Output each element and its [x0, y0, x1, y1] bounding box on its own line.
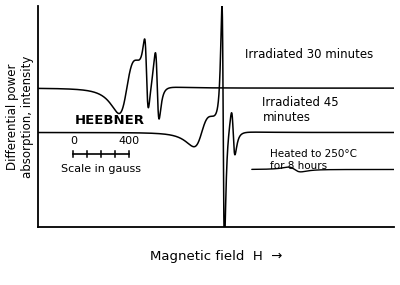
Text: Heated to 250°C
for 8 hours: Heated to 250°C for 8 hours: [270, 149, 356, 171]
Y-axis label: Differential power
absorption, intensity: Differential power absorption, intensity: [6, 55, 34, 178]
Text: Irradiated 45
minutes: Irradiated 45 minutes: [262, 96, 339, 124]
Text: Scale in gauss: Scale in gauss: [61, 164, 141, 174]
Text: Magnetic field  H  →: Magnetic field H →: [150, 250, 282, 262]
Text: HEEBNER: HEEBNER: [75, 114, 145, 127]
Text: 0: 0: [70, 136, 77, 146]
Text: Irradiated 30 minutes: Irradiated 30 minutes: [245, 48, 373, 61]
Text: 400: 400: [118, 136, 139, 146]
